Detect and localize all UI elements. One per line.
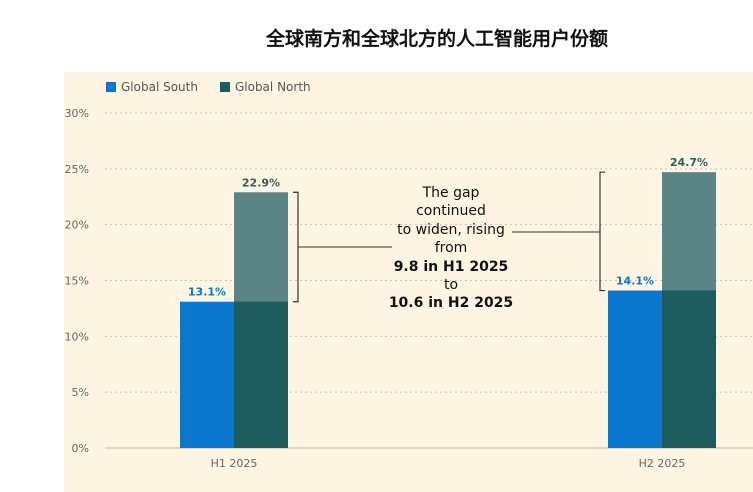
annotation-line-3: to widen, rising [397, 221, 505, 238]
gap-annotation: The gap continued to widen, rising from … [376, 184, 526, 313]
data-label-global-north-1: 24.7% [670, 156, 708, 169]
legend-label-global-north: Global North [234, 80, 311, 94]
y-tick-label-30: 30% [65, 107, 89, 120]
y-tick-label-5: 5% [72, 386, 89, 399]
bar-global-south-1 [608, 290, 662, 448]
annotation-line-6: to [443, 277, 459, 294]
legend-swatch-global-south [106, 82, 116, 92]
bracket-h2 [599, 171, 605, 292]
bar-global-south-0 [180, 301, 234, 448]
y-tick-label-10: 10% [65, 330, 89, 343]
legend: Global South Global North [106, 80, 333, 94]
bar-global-north-upper-0 [234, 192, 288, 302]
annotation-line-7: 10.6 in H2 2025 [388, 295, 514, 312]
legend-item-global-south: Global South [106, 80, 198, 94]
chart-title: 全球南方和全球北方的人工智能用户份额 [265, 28, 608, 50]
legend-item-global-north: Global North [219, 80, 311, 94]
annotation-line-5: 9.8 in H1 2025 [393, 258, 509, 275]
y-tick-label-0: 0% [72, 442, 89, 455]
data-label-global-south-1: 14.1% [616, 275, 654, 288]
data-label-global-north-0: 22.9% [242, 176, 280, 189]
bracket-h1 [293, 191, 299, 303]
annotation-line-2: continued [416, 203, 486, 220]
legend-swatch-global-north [219, 82, 230, 92]
x-tick-label-1: H2 2025 [639, 457, 686, 470]
y-tick-label-15: 15% [65, 275, 89, 288]
bar-global-north-upper-1 [662, 172, 716, 291]
y-tick-label-20: 20% [65, 219, 89, 232]
annotation-line-1: The gap [422, 185, 480, 201]
bar-global-north-lower-1 [662, 290, 716, 448]
data-label-global-south-0: 13.1% [188, 286, 226, 299]
legend-label-global-south: Global South [121, 80, 198, 94]
bar-global-north-lower-0 [234, 301, 288, 448]
x-tick-label-0: H1 2025 [211, 457, 258, 470]
annotation-line-4: from [434, 240, 468, 257]
y-tick-label-25: 25% [65, 163, 89, 176]
